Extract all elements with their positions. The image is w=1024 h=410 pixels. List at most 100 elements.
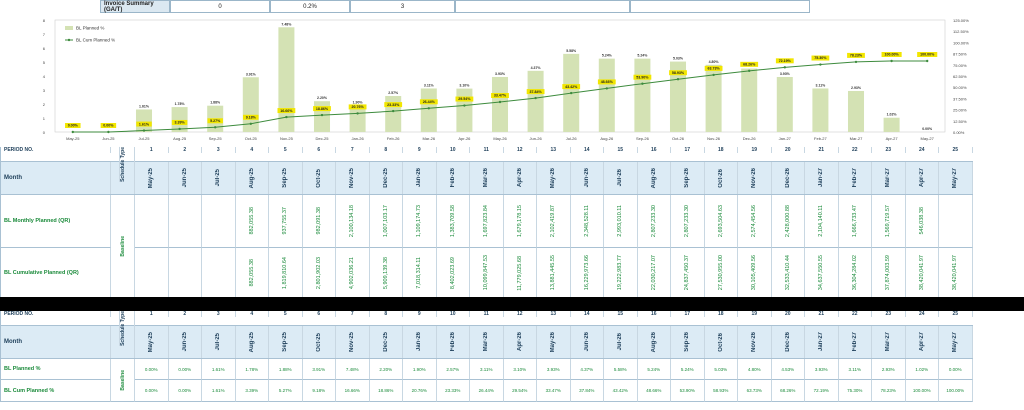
cum-point <box>463 104 466 107</box>
month-cell: May-27 <box>939 162 973 194</box>
data-value: 3.91% <box>312 366 326 372</box>
x-tick: Jul-25 <box>139 136 151 141</box>
data-cell: 24,837,450.37 <box>671 248 705 299</box>
cum-label-bg <box>207 118 223 124</box>
x-tick: May-27 <box>921 136 935 141</box>
cum-point <box>249 122 252 125</box>
period-cell: 14 <box>571 311 604 317</box>
period-label: PERIOD NO. <box>1 147 111 153</box>
data-value: 8,402,023.69 <box>449 256 456 290</box>
invoice-summary-value-1: 0 <box>170 0 270 13</box>
month-cell: Oct-26 <box>705 162 738 194</box>
month-text: Aug-25 <box>248 331 255 353</box>
data-cell: 19,222,983.77 <box>604 248 638 299</box>
cum-label: 48.66% <box>601 80 614 84</box>
cum-label: 1.61% <box>139 122 150 126</box>
data-value: 16,229,973.66 <box>583 255 590 291</box>
month-text: Oct-26 <box>717 168 724 188</box>
bar <box>420 88 437 132</box>
bar-label: 4.37% <box>531 66 542 70</box>
y-left-tick: 0 <box>43 130 46 135</box>
data-value: 982,091.38 <box>315 207 322 235</box>
data-value: 1,109,174.73 <box>416 204 423 238</box>
cum-label-bg <box>847 52 865 58</box>
data-cell <box>202 195 236 248</box>
period-cell: 16 <box>638 311 671 317</box>
cum-point <box>285 115 288 119</box>
data-cell: 34,637,550.55 <box>805 248 839 299</box>
cum-label-bg <box>277 108 296 114</box>
data-cell: 1.90% <box>403 359 437 380</box>
data-cell: 546,038.38 <box>905 195 939 248</box>
y-right-tick: 12.50% <box>953 119 967 124</box>
legend-line-label: BL Cum Planned % <box>76 38 115 43</box>
month-text: Aug-26 <box>650 331 657 353</box>
month-cell: Jul-25 <box>202 326 236 358</box>
data-value: 4.80% <box>747 366 761 372</box>
data-value: 58.93% <box>713 388 729 393</box>
data-value: 9.18% <box>312 388 326 393</box>
data-cell: 32,533,410.44 <box>771 248 805 299</box>
cum-label: 72.19% <box>779 59 792 63</box>
bar-label: 1.90% <box>353 100 364 104</box>
cum-label-bg <box>100 123 117 128</box>
data-cell: 2,801,902.03 <box>302 248 336 299</box>
data-cell: 1,383,709.58 <box>436 195 470 248</box>
x-tick: Aug-26 <box>600 136 614 141</box>
month-text: Dec-25 <box>382 168 389 188</box>
data-value: 38,420,041.97 <box>918 255 925 291</box>
month-text: Apr-27 <box>918 168 925 188</box>
month-text: Apr-26 <box>516 168 523 188</box>
bar <box>812 88 829 132</box>
cum-point <box>356 112 359 115</box>
bar-label: 2.20% <box>317 96 328 100</box>
bar-label: 3.91% <box>246 72 257 76</box>
data-cell: 4,902,036.21 <box>336 248 370 299</box>
period-header-row: PERIOD NO. Schedule Type 1 2 3 4 5 6 7 8 9 10 11 12 13… <box>1 311 973 346</box>
y-right-tick: 75.00% <box>953 63 967 68</box>
y-left-tick: 1 <box>43 116 46 121</box>
data-value: 1.61% <box>211 366 225 372</box>
data-cell: 22,030,217.07 <box>637 248 671 299</box>
month-cell: Jul-26 <box>604 162 638 194</box>
month-text: Jul-25 <box>215 333 222 351</box>
period-cell: 9 <box>403 147 437 153</box>
data-value: 5.24% <box>647 366 661 372</box>
cum-point <box>427 107 430 110</box>
month-cell: May-25 <box>135 162 169 194</box>
data-value: 100.00% <box>946 388 965 393</box>
period-cell: 25 <box>939 147 973 153</box>
data-cell: 75.30% <box>838 380 872 402</box>
month-cell: Aug-25 <box>236 326 269 358</box>
period-cell: 13 <box>537 311 571 317</box>
invoice-summary-blank-2 <box>630 0 810 13</box>
data-value: 0.00% <box>144 366 158 372</box>
month-text: Jun-25 <box>181 332 188 352</box>
data-cell: 0.00% <box>168 359 202 380</box>
month-text: Feb-27 <box>851 168 858 188</box>
bar <box>598 58 615 132</box>
month-text: Nov-25 <box>349 331 356 352</box>
cum-point <box>570 91 573 95</box>
y-left-tick: 3 <box>43 88 46 93</box>
data-value: 7,018,314.11 <box>416 257 423 289</box>
data-value: 3.11% <box>848 366 861 372</box>
period-cell: 11 <box>470 147 504 153</box>
month-cell: Oct-25 <box>303 326 336 358</box>
data-cell: 3.10% <box>503 359 537 380</box>
y-left-tick: 6 <box>43 46 46 51</box>
data-cell: 18.86% <box>369 380 403 402</box>
month-text: Apr-26 <box>516 332 523 352</box>
data-cell: 882,055.38 <box>235 248 269 299</box>
period-cell: 4 <box>236 147 269 153</box>
month-cell: Sep-25 <box>269 326 303 358</box>
data-value: 5.58% <box>613 366 627 372</box>
data-cell: 2,348,528.11 <box>570 195 604 248</box>
bar <box>278 27 295 132</box>
data-cell: 1,679,178.15 <box>503 195 537 248</box>
month-text: Aug-26 <box>650 167 657 189</box>
planned-percent-table: PERIOD NO. Schedule Type 1 2 3 4 5 6 7 8 9 10 11 12 13… <box>0 311 973 402</box>
month-text: Feb-26 <box>449 332 456 352</box>
period-cell: 10 <box>437 311 470 317</box>
month-text: Mar-27 <box>885 168 892 188</box>
